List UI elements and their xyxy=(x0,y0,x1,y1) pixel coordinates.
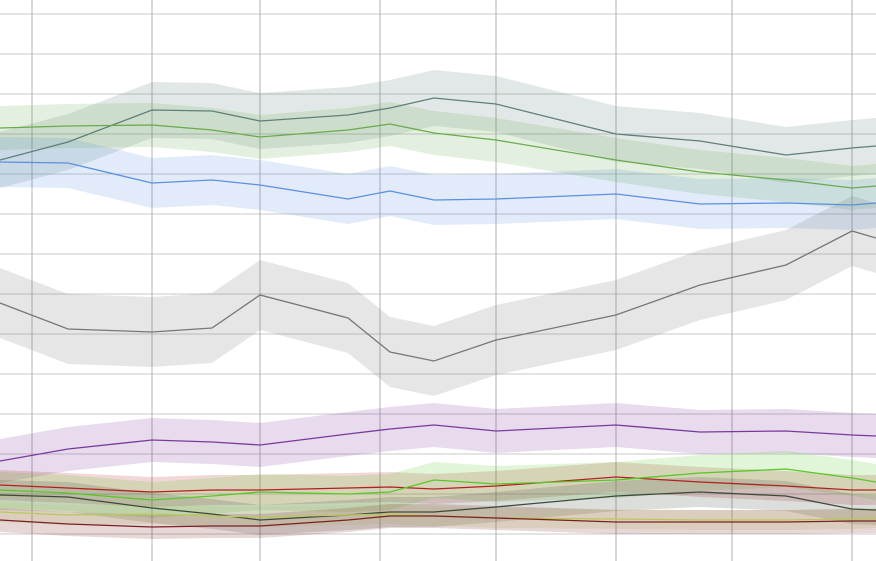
confidence-band xyxy=(0,403,876,483)
confidence-band xyxy=(0,504,876,539)
series-line xyxy=(0,491,876,521)
series-line xyxy=(0,230,876,362)
series-line xyxy=(0,123,876,189)
series-line xyxy=(0,468,876,501)
series-line xyxy=(0,97,876,161)
confidence-band xyxy=(0,137,876,230)
series-line xyxy=(0,476,876,493)
series-line xyxy=(0,515,876,528)
confidence-band xyxy=(0,196,876,396)
confidence-band xyxy=(0,451,876,518)
series-line xyxy=(0,511,876,521)
confidence-band xyxy=(0,70,876,188)
confidence-band xyxy=(0,102,876,210)
series-line xyxy=(0,161,876,206)
confidence-band xyxy=(0,477,876,535)
series-line xyxy=(0,424,876,462)
